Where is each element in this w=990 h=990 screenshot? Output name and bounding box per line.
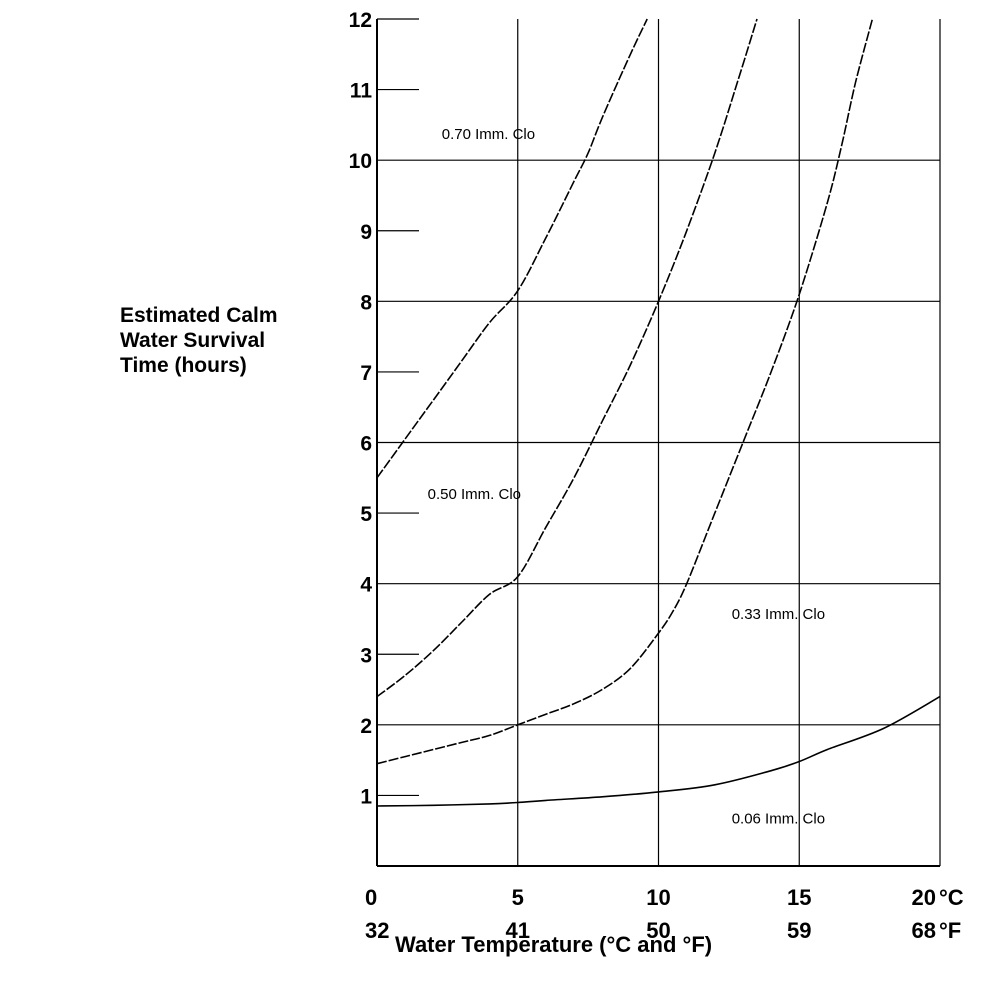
x-tick-label-c-20: 20 xyxy=(912,885,936,910)
x-axis-label: Water Temperature (°C and °F) xyxy=(395,932,713,957)
y-tick-label-6: 6 xyxy=(360,433,372,456)
x-tick-label-f-59: 59 xyxy=(787,918,811,943)
y-tick-label-12: 12 xyxy=(349,9,372,32)
x-tick-label-f-32: 32 xyxy=(365,918,389,943)
series-label-2: 0.50 Imm. Clo xyxy=(428,486,521,503)
axes xyxy=(376,19,941,867)
x-unit-celsius: °C xyxy=(939,885,964,910)
series-label-3: 0.33 Imm. Clo xyxy=(732,606,825,623)
y-tick-label-2: 2 xyxy=(360,715,372,738)
series-label-4: 0.06 Imm. Clo xyxy=(732,811,825,828)
y-tick-label-3: 3 xyxy=(360,644,372,667)
y-axis-label: Estimated Calm Water Survival Time (hour… xyxy=(120,303,278,378)
y-axis-label-line-1: Estimated Calm xyxy=(120,304,278,327)
y-tick-label-1: 1 xyxy=(360,785,372,808)
series-label-1: 0.70 Imm. Clo xyxy=(442,126,535,143)
y-tick-label-4: 4 xyxy=(360,574,372,597)
x-tick-label-f-50: 50 xyxy=(646,918,670,943)
x-unit-fahrenheit: °F xyxy=(939,918,961,943)
y-tick-label-7: 7 xyxy=(360,362,372,385)
series-labels: 0.70 Imm. Clo 0.50 Imm. Clo 0.33 Imm. Clo 0… xyxy=(428,126,825,828)
x-tick-label-c-5: 5 xyxy=(512,885,524,910)
x-tick-label-f-68: 68 xyxy=(912,918,936,943)
y-axis-label-line-2: Water Survival xyxy=(120,329,266,352)
y-tick-label-10: 10 xyxy=(349,150,372,173)
series-curve-2 xyxy=(376,18,758,698)
series-curve-1 xyxy=(376,18,648,479)
x-tick-label-c-15: 15 xyxy=(787,885,811,910)
series-curves xyxy=(376,18,941,807)
x-tick-label-c-0: 0 xyxy=(365,885,377,910)
y-axis-label-line-3: Time (hours) xyxy=(120,354,247,377)
series-curve-4 xyxy=(376,695,941,807)
y-tick-label-9: 9 xyxy=(360,221,372,244)
series-curve-3 xyxy=(376,18,874,765)
x-tick-label-c-10: 10 xyxy=(646,885,670,910)
y-tick-label-8: 8 xyxy=(360,291,372,314)
y-tick-label-5: 5 xyxy=(360,503,372,526)
x-tick-label-f-41: 41 xyxy=(506,918,530,943)
y-tick-label-11: 11 xyxy=(350,80,373,103)
